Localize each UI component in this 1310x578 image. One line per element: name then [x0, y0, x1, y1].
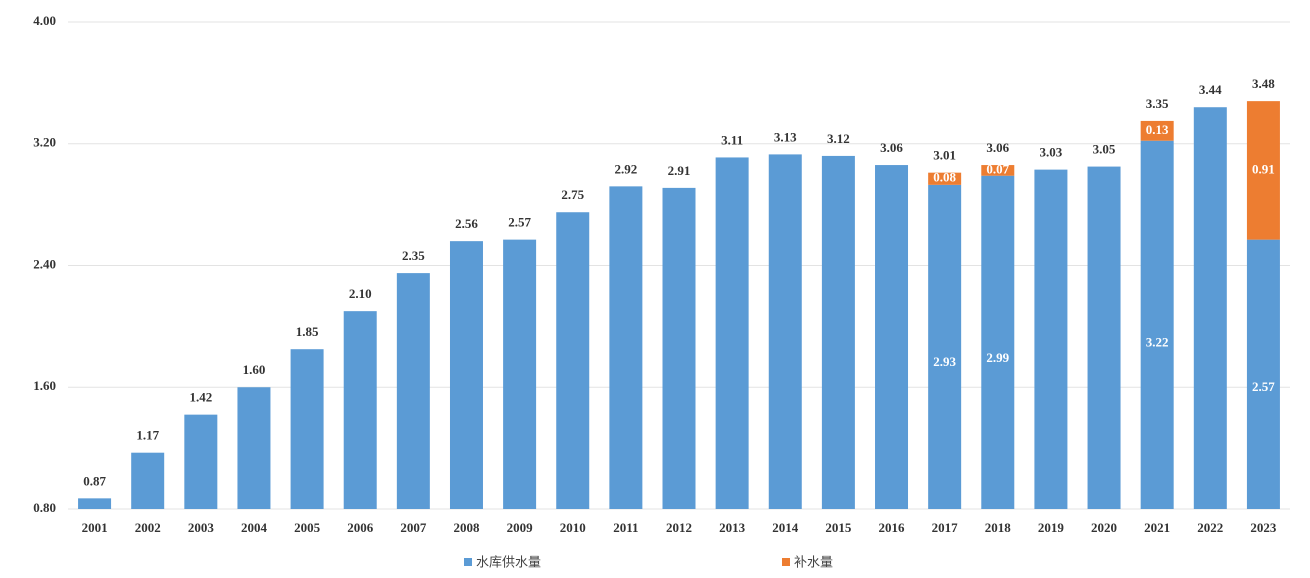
x-tick-label: 2023	[1250, 520, 1277, 535]
x-tick-label: 2012	[666, 520, 692, 535]
bar-segment	[343, 311, 377, 509]
bar-segment	[131, 452, 165, 509]
bar-segment	[237, 387, 271, 509]
segment-label: 0.07	[986, 161, 1009, 176]
segment-label: 2.93	[933, 354, 956, 369]
total-label: 2.56	[455, 216, 478, 231]
segment-label: 0.91	[1252, 161, 1275, 176]
x-tick-label: 2016	[879, 520, 906, 535]
y-tick-label: 0.80	[33, 500, 56, 515]
bar-segment	[1140, 120, 1174, 141]
bar-segment	[609, 186, 643, 510]
total-label: 2.35	[402, 248, 425, 263]
total-label: 2.10	[349, 286, 372, 301]
bar-segment	[396, 273, 430, 509]
legend-swatch	[464, 558, 472, 566]
total-label: 3.05	[1093, 142, 1116, 157]
x-tick-label: 2003	[188, 520, 215, 535]
total-label: 1.85	[296, 324, 319, 339]
bar-segment	[715, 157, 749, 509]
segment-label: 2.57	[1252, 379, 1275, 394]
bar-segment	[556, 212, 590, 509]
total-label: 1.42	[189, 390, 212, 405]
total-label: 2.92	[614, 161, 637, 176]
x-tick-label: 2002	[135, 520, 161, 535]
segment-label: 0.08	[933, 170, 956, 185]
segment-label: 3.22	[1146, 334, 1169, 349]
x-tick-label: 2009	[507, 520, 534, 535]
x-tick-label: 2018	[985, 520, 1012, 535]
x-tick-label: 2014	[772, 520, 799, 535]
bar-segment	[928, 184, 962, 509]
total-label: 3.35	[1146, 96, 1169, 111]
legend-label: 水库供水量	[476, 555, 541, 571]
total-label: 3.11	[721, 132, 743, 147]
bar-segment	[290, 349, 324, 509]
y-tick-label: 3.20	[33, 135, 56, 150]
x-tick-label: 2008	[453, 520, 480, 535]
bar-segment	[1193, 107, 1227, 509]
legend-label: 补水量	[794, 556, 833, 571]
y-tick-label: 4.00	[33, 13, 56, 28]
bar-segment	[1246, 101, 1280, 240]
x-tick-label: 2011	[613, 520, 638, 535]
bar-segment	[981, 175, 1015, 509]
x-tick-label: 2010	[560, 520, 586, 535]
x-tick-label: 2001	[82, 520, 108, 535]
bar-segment	[1087, 166, 1121, 509]
x-tick-label: 2005	[294, 520, 321, 535]
bar-segment	[1034, 169, 1068, 509]
bar-segment	[981, 165, 1015, 176]
legend-swatch	[782, 558, 790, 566]
segment-label: 0.13	[1146, 122, 1169, 137]
bar-segment	[928, 172, 962, 185]
total-label: 0.87	[83, 473, 106, 488]
total-label: 2.75	[561, 187, 584, 202]
bar-segment	[1246, 239, 1280, 510]
total-label: 3.01	[933, 148, 956, 163]
total-label: 2.91	[668, 163, 691, 178]
bar-segment	[768, 154, 802, 509]
x-tick-label: 2022	[1197, 520, 1223, 535]
bar-segment	[78, 498, 112, 509]
total-label: 3.03	[1040, 145, 1063, 160]
bar-segment	[503, 239, 537, 510]
segment-label: 2.99	[986, 350, 1009, 365]
x-tick-label: 2007	[400, 520, 427, 535]
total-label: 1.17	[136, 428, 159, 443]
total-label: 1.60	[243, 362, 266, 377]
bar-segment	[1140, 140, 1174, 510]
bar-segment	[449, 241, 483, 509]
y-tick-label: 2.40	[33, 256, 56, 271]
bar-segment	[875, 165, 909, 509]
total-label: 2.57	[508, 215, 531, 230]
total-label: 3.48	[1252, 76, 1275, 91]
x-tick-label: 2006	[347, 520, 374, 535]
x-tick-label: 2013	[719, 520, 746, 535]
x-tick-label: 2017	[932, 520, 959, 535]
total-label: 3.13	[774, 129, 797, 144]
x-tick-label: 2019	[1038, 520, 1065, 535]
bar-segment	[662, 187, 696, 509]
x-tick-label: 2004	[241, 520, 268, 535]
total-label: 3.44	[1199, 82, 1222, 97]
total-label: 3.06	[880, 140, 903, 155]
y-tick-label: 1.60	[33, 378, 56, 393]
bar-segment	[184, 414, 218, 509]
total-label: 3.12	[827, 131, 850, 146]
x-tick-label: 2015	[825, 520, 852, 535]
total-label: 3.06	[986, 140, 1009, 155]
bar-segment	[821, 155, 855, 510]
x-tick-label: 2020	[1091, 520, 1117, 535]
x-tick-label: 2021	[1144, 520, 1170, 535]
